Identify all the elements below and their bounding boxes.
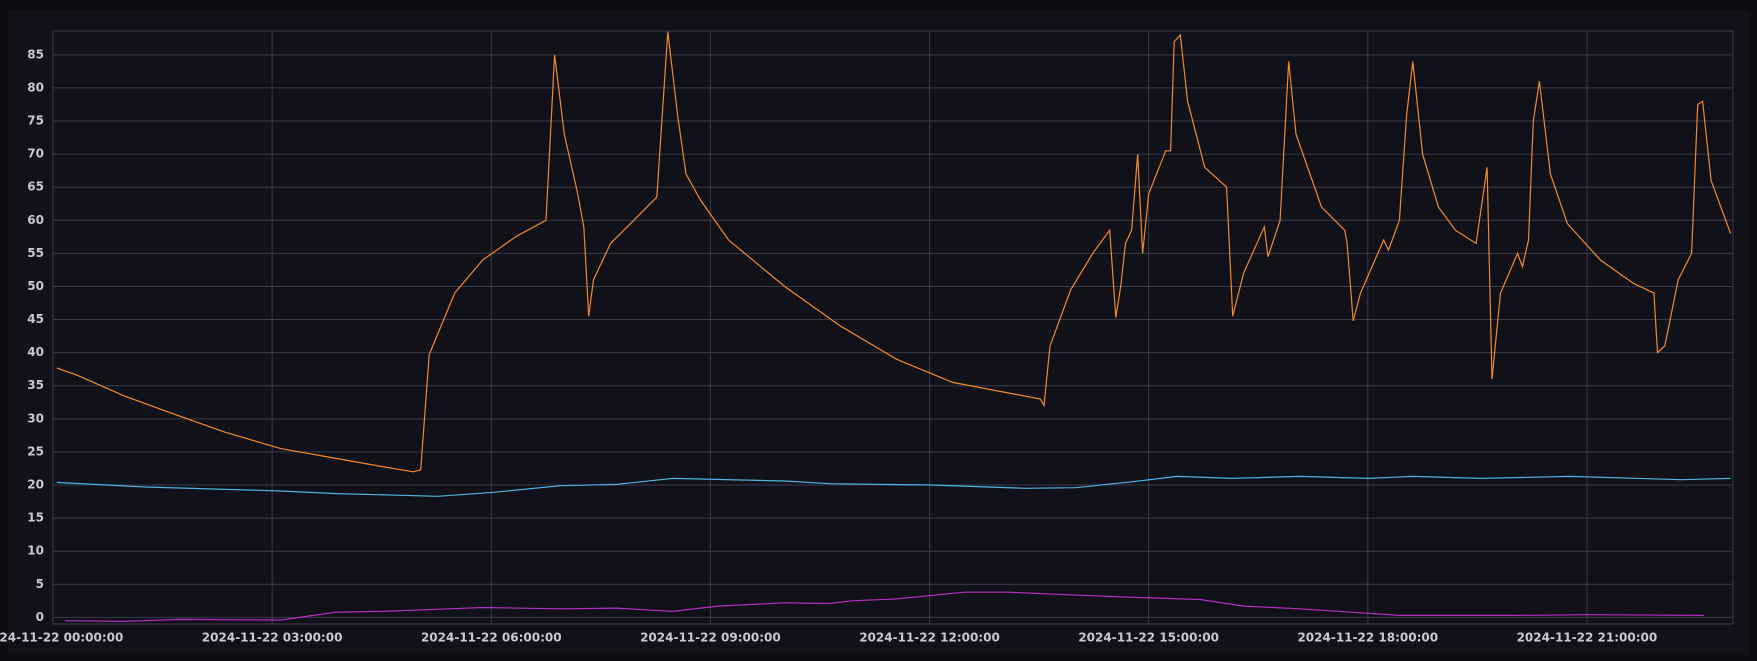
y-tick-label: 80 [27,80,44,94]
series-line [65,591,1704,623]
y-tick-label: 0 [36,610,44,624]
x-tick-label: 2024-11-22 09:00:00 [640,631,781,645]
y-tick-label: 55 [27,246,44,260]
x-tick-label: 2024-11-22 18:00:00 [1297,631,1438,645]
y-tick-label: 25 [27,444,44,458]
y-tick-label: 15 [27,511,44,525]
series-line [56,31,1732,473]
y-tick-label: 45 [27,312,44,326]
x-tick-label: 2024-11-22 21:00:00 [1517,631,1658,645]
y-tick-label: 85 [27,47,44,61]
x-tick-label: 2024-11-22 00:00:00 [0,631,123,645]
y-tick-label: 20 [27,478,44,492]
y-tick-label: 65 [27,180,44,194]
y-tick-label: 5 [36,577,44,591]
y-tick-label: 35 [27,378,44,392]
y-tick-label: 40 [27,345,44,359]
x-tick-label: 2024-11-22 03:00:00 [202,631,343,645]
y-tick-label: 10 [27,544,44,558]
y-tick-label: 50 [27,279,44,293]
y-tick-label: 75 [27,114,44,128]
series-line [56,475,1731,497]
plot-border [52,30,1734,625]
x-tick-label: 2024-11-22 06:00:00 [421,631,562,645]
y-tick-label: 60 [27,213,44,227]
panel [8,10,1749,655]
y-tick-label: 30 [27,411,44,425]
y-tick-label: 70 [27,147,44,161]
x-tick-label: 2024-11-22 15:00:00 [1078,631,1219,645]
x-tick-label: 2024-11-22 12:00:00 [859,631,1000,645]
